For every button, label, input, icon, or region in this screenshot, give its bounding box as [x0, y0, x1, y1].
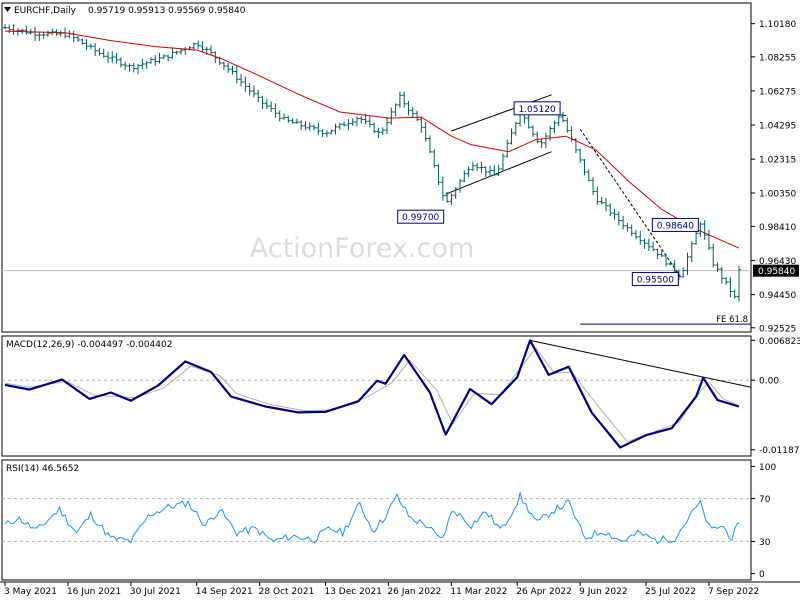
- current-price-tag-label: 0.95840: [758, 267, 795, 277]
- rsi-y-tick-label: 70: [759, 495, 771, 505]
- price-panel: 1.10180 1.08255 1.06275 1.04295 1.02315 1.003…: [2, 20, 799, 334]
- price-annotation-box: [651, 217, 699, 232]
- macd-panel: 0.006823 0.00 -0.011874: [2, 337, 800, 456]
- price-y-tick-label: 0.92525: [759, 324, 796, 334]
- rsi-line: [4, 490, 740, 545]
- channel-upper-line: [451, 94, 552, 132]
- ohlc-readout: 0.95719 0.95913 0.95569 0.95840: [88, 6, 246, 16]
- x-tick-label: 28 Oct 2021: [259, 587, 315, 597]
- rsi-panel-frame: [1, 459, 752, 581]
- panel-frames: [0, 2, 800, 583]
- macd-signal-line: [4, 347, 740, 443]
- price-y-tick-label: 1.08255: [759, 53, 796, 63]
- price-y-tick-label: 1.02315: [759, 156, 796, 166]
- price-annotation-label: 0.99700: [402, 213, 439, 223]
- symbol-dropdown-icon[interactable]: [4, 7, 11, 12]
- price-y-tick-label: 1.10180: [759, 20, 796, 30]
- current-price-tag: [753, 264, 799, 277]
- macd-title: MACD(12,26,9) -0.004497 -0.004402: [6, 340, 172, 350]
- macd-y-tick-label: -0.011874: [759, 446, 800, 456]
- rsi-y-tick-label: 100: [759, 463, 776, 473]
- rsi-y-tick-label: 0: [759, 570, 765, 580]
- macd-trendline: [529, 339, 752, 388]
- moving-average-line: [4, 30, 740, 249]
- price-annotation-label: 0.98640: [657, 221, 694, 231]
- x-tick-label: 13 Dec 2021: [324, 587, 382, 597]
- main-chart-title: EURCHF,Daily: [14, 6, 77, 16]
- price-annotation-box: [631, 272, 679, 287]
- rsi-panel: 100 70 30 0: [2, 463, 776, 580]
- price-y-tick-label: 0.96430: [759, 257, 796, 267]
- x-tick-label: 11 Mar 2022: [450, 587, 507, 597]
- price-annotation-box: [397, 209, 445, 224]
- price-y-tick-label: 1.00350: [759, 189, 796, 199]
- x-tick-label: 26 Apr 2022: [516, 587, 572, 597]
- price-annotation-label: 1.05120: [518, 105, 555, 115]
- x-tick-label: 14 Sep 2021: [196, 587, 253, 597]
- macd-panel-frame: [1, 335, 752, 457]
- rsi-y-tick-label: 30: [759, 538, 771, 548]
- price-y-tick-label: 0.98410: [759, 223, 796, 233]
- fe-level-label: FE 61.8: [716, 315, 748, 325]
- x-tick-label: 26 Jan 2022: [387, 587, 441, 597]
- macd-main-line: [4, 339, 740, 449]
- macd-y-tick-label: 0.00: [759, 377, 779, 387]
- x-tick-label: 16 Jun 2021: [67, 587, 121, 597]
- price-y-tick-label: 0.94450: [759, 291, 796, 301]
- macd-y-tick-label: 0.006823: [759, 337, 800, 347]
- x-tick-label: 3 May 2021: [4, 587, 57, 597]
- x-axis: 3 May 2021 16 Jun 2021 30 Jul 2021 14 Sep 2…: [4, 582, 759, 597]
- x-tick-label: 9 Jun 2022: [579, 587, 627, 597]
- x-tick-label: 7 Sep 2022: [708, 587, 759, 597]
- price-panel-frame: [1, 2, 752, 333]
- price-annotation-label: 0.95500: [637, 276, 674, 286]
- x-tick-label: 30 Jul 2021: [130, 587, 181, 597]
- watermark: ActionForex.com: [250, 233, 475, 264]
- rsi-title: RSI(14) 46.5652: [6, 464, 79, 474]
- price-y-tick-label: 1.04295: [759, 122, 796, 132]
- price-y-tick-label: 1.06275: [759, 87, 796, 97]
- x-tick-label: 25 Jul 2022: [645, 587, 696, 597]
- price-annotation-box: [513, 101, 561, 116]
